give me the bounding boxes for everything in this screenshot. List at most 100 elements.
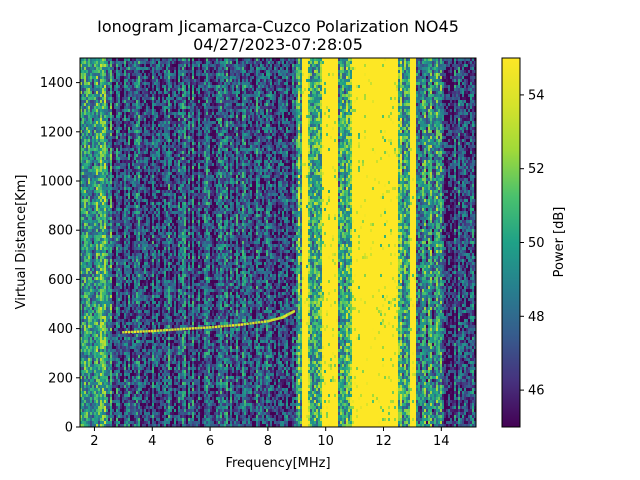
heatmap-cell: [126, 328, 128, 331]
heatmap-cell: [86, 259, 88, 262]
heatmap-cell: [94, 133, 96, 136]
heatmap-cell: [100, 421, 102, 424]
heatmap-cell: [158, 241, 160, 244]
heatmap-cell: [100, 118, 102, 121]
heatmap-cell: [108, 331, 110, 334]
heatmap-cell: [132, 223, 134, 226]
heatmap-cell: [98, 289, 100, 292]
heatmap-cell: [112, 172, 114, 175]
heatmap-cell: [146, 91, 148, 94]
heatmap-cell: [100, 166, 102, 169]
heatmap-cell: [112, 298, 114, 301]
heatmap-cell: [92, 313, 94, 316]
heatmap-cell: [88, 358, 90, 361]
heatmap-cell: [84, 244, 86, 247]
heatmap-cell: [102, 211, 104, 214]
heatmap-cell: [104, 394, 106, 397]
heatmap-cell: [132, 400, 134, 403]
heatmap-cell: [112, 421, 114, 424]
heatmap-cell: [156, 106, 158, 109]
heatmap-cell: [100, 85, 102, 88]
heatmap-cell: [126, 187, 128, 190]
heatmap-cell: [144, 352, 146, 355]
heatmap-cell: [140, 283, 142, 286]
heatmap-cell: [96, 199, 98, 202]
heatmap-cell: [154, 118, 156, 121]
heatmap-cell: [120, 145, 122, 148]
heatmap-cell: [154, 139, 156, 142]
heatmap-cell: [88, 265, 90, 268]
heatmap-cell: [106, 400, 108, 403]
heatmap-cell: [120, 355, 122, 358]
heatmap-column: [82, 58, 84, 427]
heatmap-cell: [112, 226, 114, 229]
heatmap-cell: [86, 208, 88, 211]
heatmap-cell: [104, 352, 106, 355]
heatmap-cell: [96, 88, 98, 91]
heatmap-cell: [150, 112, 152, 115]
heatmap-cell: [112, 253, 114, 256]
heatmap-cell: [108, 217, 110, 220]
heatmap-cell: [150, 370, 152, 373]
heatmap-cell: [136, 424, 138, 427]
heatmap-cell: [150, 349, 152, 352]
heatmap-cell: [130, 211, 132, 214]
heatmap-cell: [114, 109, 116, 112]
heatmap-cell: [112, 100, 114, 103]
heatmap-cell: [80, 106, 82, 109]
heatmap-cell: [98, 235, 100, 238]
heatmap-cell: [156, 229, 158, 232]
heatmap-cell: [152, 277, 154, 280]
heatmap-cell: [106, 76, 108, 79]
heatmap-cell: [86, 424, 88, 427]
heatmap-cell: [116, 409, 118, 412]
heatmap-cell: [96, 289, 98, 292]
heatmap-cell: [82, 169, 84, 172]
heatmap-cell: [144, 340, 146, 343]
heatmap-cell: [140, 229, 142, 232]
heatmap-cell: [116, 163, 118, 166]
heatmap-cell: [154, 169, 156, 172]
heatmap-cell: [118, 91, 120, 94]
heatmap-cell: [120, 325, 122, 328]
heatmap-cell: [114, 301, 116, 304]
heatmap-cell: [142, 73, 144, 76]
heatmap-cell: [154, 310, 156, 313]
heatmap-column: [102, 58, 104, 427]
heatmap-cell: [134, 253, 136, 256]
heatmap-cell: [122, 97, 124, 100]
heatmap-cell: [86, 187, 88, 190]
heatmap-cell: [80, 316, 82, 319]
heatmap-cell: [152, 313, 154, 316]
heatmap-cell: [102, 250, 104, 253]
heatmap-cell: [154, 343, 156, 346]
heatmap-cell: [158, 292, 160, 295]
heatmap-cell: [104, 169, 106, 172]
heatmap-cell: [86, 385, 88, 388]
heatmap-cell: [110, 136, 112, 139]
heatmap-cell: [82, 418, 84, 421]
heatmap-cell: [92, 274, 94, 277]
heatmap-cell: [158, 355, 160, 358]
heatmap-cell: [138, 163, 140, 166]
heatmap-cell: [130, 118, 132, 121]
heatmap-cell: [94, 388, 96, 391]
heatmap-cell: [114, 184, 116, 187]
heatmap-cell: [126, 364, 128, 367]
heatmap-cell: [90, 361, 92, 364]
heatmap-cell: [82, 409, 84, 412]
heatmap-cell: [104, 289, 106, 292]
heatmap-cell: [100, 223, 102, 226]
heatmap-cell: [96, 271, 98, 274]
heatmap-cell: [84, 322, 86, 325]
heatmap-cell: [122, 172, 124, 175]
heatmap-cell: [96, 244, 98, 247]
heatmap-cell: [132, 124, 134, 127]
heatmap-cell: [108, 424, 110, 427]
heatmap-cell: [112, 373, 114, 376]
heatmap-cell: [90, 217, 92, 220]
heatmap-cell: [144, 247, 146, 250]
heatmap-cell: [146, 385, 148, 388]
heatmap-cell: [116, 325, 118, 328]
heatmap-cell: [118, 121, 120, 124]
